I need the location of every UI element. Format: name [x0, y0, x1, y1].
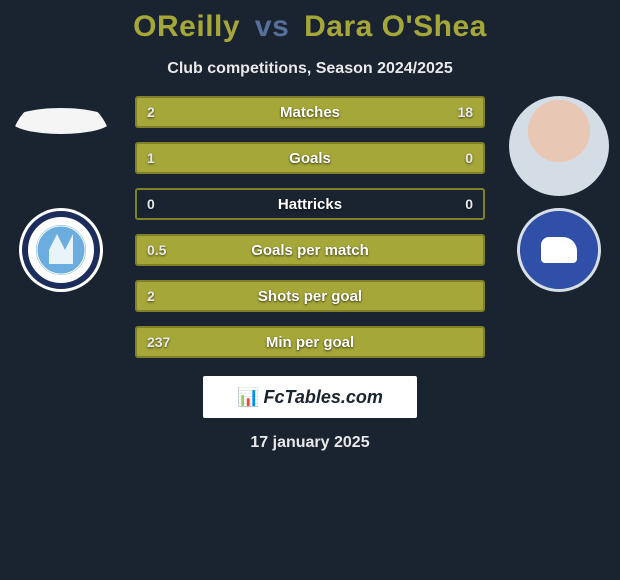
- player1-avatar-blank: [11, 108, 111, 134]
- stats-bars: Matches218Goals10Hattricks00Goals per ma…: [135, 96, 485, 358]
- stat-label: Shots per goal: [137, 288, 483, 305]
- stat-row: Goals1 0: [135, 142, 485, 174]
- title-player1: OReilly: [133, 10, 240, 43]
- title-player2: Dara O'Shea: [304, 10, 487, 43]
- stat-value-left: 1: [147, 150, 155, 166]
- player1-column: [8, 96, 115, 358]
- stat-row: Min per goal237: [135, 326, 485, 358]
- stat-value-left: 0: [147, 196, 155, 212]
- brand-text: FcTables.com: [264, 387, 383, 408]
- title-vs: vs: [255, 10, 289, 43]
- player2-club-badge: [517, 208, 601, 292]
- stat-label: Goals per match: [137, 242, 483, 259]
- subtitle: Club competitions, Season 2024/2025: [0, 60, 620, 78]
- player2-column: [505, 96, 612, 358]
- manchester-city-icon: [19, 208, 103, 292]
- stat-value-left: 2: [147, 104, 155, 120]
- player1-club-badge: [19, 208, 103, 292]
- stat-value-left: 237: [147, 334, 170, 350]
- stat-label: Matches: [137, 104, 483, 121]
- title: OReilly vs Dara O'Shea: [0, 0, 620, 44]
- stat-value-right: 0: [465, 196, 473, 212]
- player2-avatar: [509, 96, 609, 196]
- player1-avatar: [11, 96, 111, 196]
- stat-value-left: 2: [147, 288, 155, 304]
- stat-label: Goals: [137, 150, 483, 167]
- stat-row: Shots per goal2: [135, 280, 485, 312]
- stat-label: Hattricks: [137, 196, 483, 213]
- stat-value-right: 0: [465, 150, 473, 166]
- date: 17 january 2025: [0, 434, 620, 452]
- brand-box[interactable]: 📊 FcTables.com: [203, 376, 417, 418]
- comparison: Matches218Goals10Hattricks00Goals per ma…: [0, 96, 620, 358]
- brand-logo-icon: 📊: [237, 387, 259, 408]
- stat-row: Hattricks0 0: [135, 188, 485, 220]
- stat-row: Matches2 18: [135, 96, 485, 128]
- stat-value-left: 0.5: [147, 242, 166, 258]
- stat-label: Min per goal: [137, 334, 483, 351]
- ipswich-horse-icon: [541, 237, 577, 263]
- stat-value-right: 18: [457, 104, 473, 120]
- stat-row: Goals per match0.5: [135, 234, 485, 266]
